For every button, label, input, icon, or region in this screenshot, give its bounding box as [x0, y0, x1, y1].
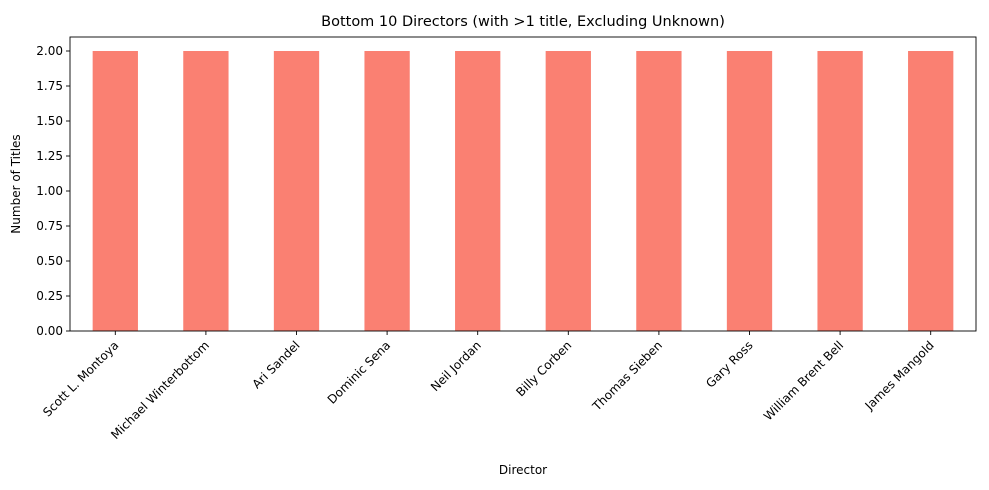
x-tick-label: Neil Jordan — [428, 338, 484, 394]
x-tick-label: Ari Sandel — [249, 338, 302, 391]
bar — [273, 51, 320, 331]
y-tick-label: 1.00 — [36, 184, 63, 198]
chart-title: Bottom 10 Directors (with >1 title, Excl… — [321, 14, 725, 30]
plot-frame — [69, 36, 977, 332]
bar — [817, 51, 863, 331]
bar — [364, 51, 410, 331]
y-axis-label: Number of Titles — [9, 134, 23, 233]
y-tick-label: 1.25 — [36, 149, 63, 163]
x-tick-label: Michael Winterbottom — [108, 338, 212, 442]
y-tick-label: 1.75 — [36, 79, 63, 93]
x-tick-label: Scott L. Montoya — [40, 338, 121, 419]
x-axis-label: Director — [499, 463, 547, 477]
bar — [92, 51, 138, 331]
y-axis: 0.00 0.25 0.50 0.75 1.00 1.25 1.50 1.75 2.00 — [36, 44, 70, 338]
bar — [636, 51, 682, 331]
x-tick-label: Thomas Sieben — [589, 338, 665, 414]
y-tick-label: 0.00 — [36, 324, 63, 338]
x-tick-label: Dominic Sena — [325, 338, 394, 407]
bar — [455, 51, 501, 331]
bar — [908, 51, 954, 331]
y-tick-label: 0.75 — [36, 219, 63, 233]
y-tick-label: 1.50 — [36, 114, 63, 128]
y-tick-label: 0.25 — [36, 289, 63, 303]
x-tick-label: Gary Ross — [703, 338, 755, 390]
bar — [726, 51, 773, 331]
x-tick-label: William Brent Bell — [761, 338, 846, 423]
bar — [183, 51, 229, 331]
x-tick-label: James Mangold — [862, 338, 937, 413]
y-tick-label: 0.50 — [36, 254, 63, 268]
bar — [545, 51, 591, 331]
y-tick-label: 2.00 — [36, 44, 63, 58]
bars-group — [92, 51, 954, 331]
x-tick-label: Billy Corben — [513, 338, 574, 399]
